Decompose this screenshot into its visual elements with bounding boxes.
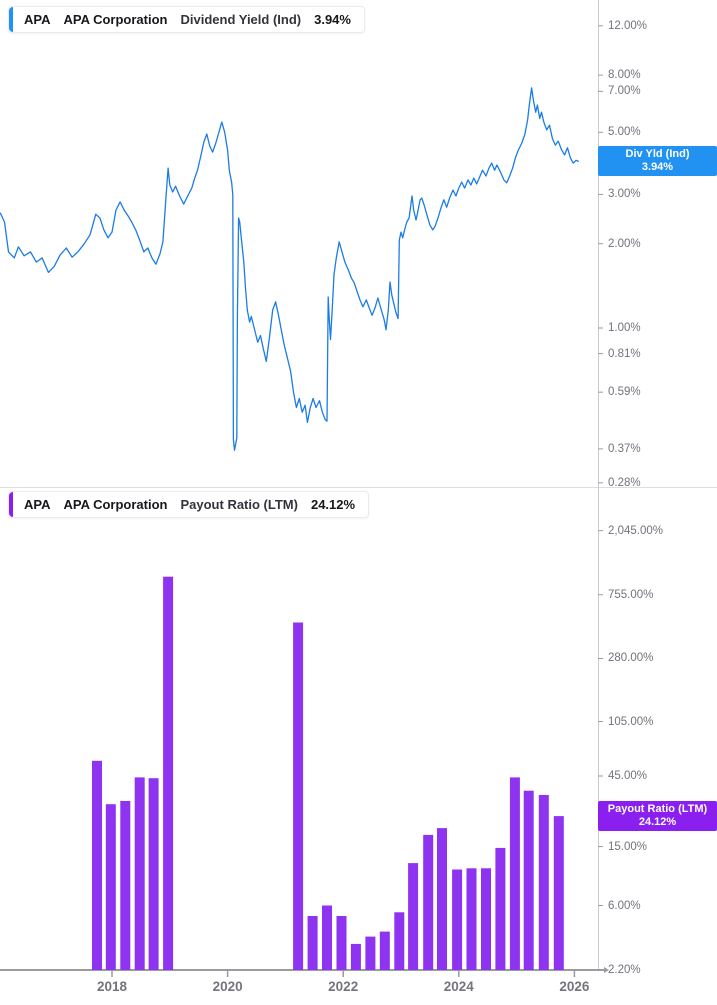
badge-label: Div Yld (Ind)	[625, 148, 690, 161]
metric-value: 3.94%	[314, 12, 351, 27]
last-value-badge-payout-ratio[interactable]: Payout Ratio (LTM) 24.12%	[598, 801, 717, 832]
company-name: APA Corporation	[63, 497, 168, 512]
payout-ratio-bar[interactable]	[379, 931, 390, 970]
x-axis-label: 2018	[96, 979, 128, 994]
payout-ratio-bar[interactable]	[92, 760, 102, 970]
ticker-symbol: APA	[24, 12, 51, 27]
y-axis-label: 280.00%	[608, 652, 654, 665]
y-axis-label: 7.00%	[608, 85, 641, 98]
y-axis-label: 0.81%	[608, 347, 641, 360]
payout-ratio-bar[interactable]	[105, 804, 116, 970]
y-axis-label: 0.37%	[608, 442, 641, 455]
last-value-badge-div-yld[interactable]: Div Yld (Ind) 3.94%	[598, 146, 717, 177]
payout-ratio-bar[interactable]	[307, 916, 318, 970]
payout-ratio-bar[interactable]	[163, 576, 174, 970]
badge-value: 24.12%	[638, 816, 677, 829]
metric-value: 24.12%	[310, 497, 356, 512]
payout-ratio-bar[interactable]	[394, 912, 405, 970]
badge-label: Payout Ratio (LTM)	[607, 803, 708, 816]
series-color-bar-blue	[9, 7, 13, 32]
metric-name: Payout Ratio (LTM)	[180, 497, 298, 512]
company-name: APA Corporation	[63, 12, 168, 27]
payout-ratio-bar[interactable]	[350, 943, 361, 970]
payout-ratio-bar[interactable]	[322, 905, 332, 971]
payout-ratio-bar[interactable]	[336, 916, 347, 970]
payout-ratio-bar[interactable]	[495, 847, 506, 970]
y-axis-label: 12.00%	[608, 19, 648, 32]
payout-ratio-bar[interactable]	[120, 801, 131, 970]
y-axis-label: 2.20%	[608, 964, 641, 976]
payout-ratio-bar[interactable]	[523, 790, 534, 970]
series-header-dividend-yield[interactable]: APA APA Corporation Dividend Yield (Ind)…	[8, 6, 365, 33]
y-axis-label: 755.00%	[608, 588, 654, 601]
series-color-bar-purple	[9, 492, 13, 517]
y-axis-label: 5.00%	[608, 126, 641, 139]
payout-ratio-bar[interactable]	[423, 834, 434, 970]
x-axis-label: 2024	[443, 979, 474, 994]
y-axis-label: 0.59%	[608, 386, 641, 399]
axis-arrow-icon	[604, 967, 609, 973]
badge-value: 3.94%	[641, 161, 674, 174]
x-axis-label: 2020	[212, 979, 243, 994]
ticker-symbol: APA	[24, 497, 51, 512]
y-axis-label: 2.00%	[608, 237, 641, 250]
payout-ratio-bar[interactable]	[408, 863, 419, 970]
y-axis-label: 6.00%	[608, 899, 641, 912]
dividend-yield-line[interactable]	[0, 87, 580, 451]
metric-name: Dividend Yield (Ind)	[180, 12, 302, 27]
payout-ratio-bar[interactable]	[481, 868, 491, 970]
payout-ratio-bar[interactable]	[365, 936, 376, 970]
series-header-payout-ratio[interactable]: APA APA Corporation Payout Ratio (LTM) 2…	[8, 491, 370, 518]
payout-ratio-bar[interactable]	[538, 795, 549, 970]
y-axis-label: 8.00%	[608, 69, 641, 82]
y-axis-label: 15.00%	[608, 840, 648, 853]
payout-ratio-bar[interactable]	[466, 868, 477, 970]
payout-ratio-bar[interactable]	[148, 778, 159, 970]
y-axis-label: 105.00%	[608, 715, 654, 728]
y-axis-label: 2,045.00%	[608, 524, 663, 537]
payout-ratio-bar[interactable]	[509, 777, 520, 970]
payout-ratio-bar[interactable]	[553, 816, 564, 970]
y-axis-label: 3.00%	[608, 188, 641, 201]
y-axis-label: 0.28%	[608, 476, 641, 489]
x-axis-label: 2022	[328, 979, 359, 994]
payout-ratio-bar[interactable]	[452, 869, 463, 971]
y-axis-label: 1.00%	[608, 322, 641, 334]
x-axis-label: 2026	[559, 979, 590, 994]
payout-ratio-bar[interactable]	[437, 828, 447, 970]
payout-ratio-bar[interactable]	[293, 622, 304, 971]
payout-ratio-bar[interactable]	[134, 777, 145, 970]
y-axis-label: 45.00%	[608, 770, 648, 782]
